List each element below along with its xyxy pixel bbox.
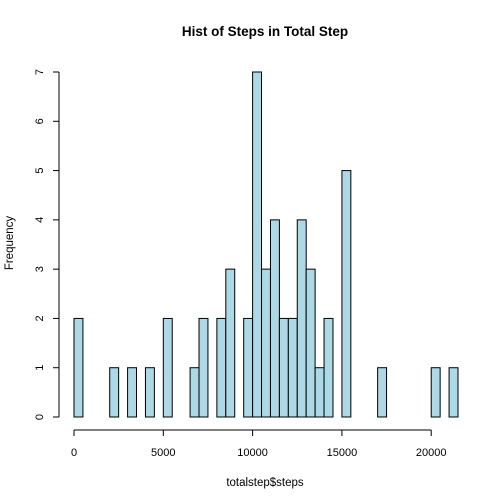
histogram-bar [296,219,307,418]
histogram-bar [323,317,334,418]
y-axis: 0 1 2 3 4 5 6 7 [34,69,60,420]
y-tick-label: 4 [34,217,46,223]
histogram-bar [341,170,352,418]
histogram-bar [109,367,120,418]
x-axis: 0 5000 10000 15000 20000 [71,429,447,459]
y-axis-label: Frequency [4,216,16,271]
y-tick-label: 2 [34,315,46,321]
x-tick-label: 15000 [327,447,358,459]
histogram-bar [225,268,236,418]
histogram-bar [314,367,325,418]
histogram-bar [261,268,271,418]
y-tick-label: 0 [34,414,46,420]
histogram-bar [430,367,441,418]
histogram-bar [243,317,254,418]
histogram-bar [287,317,298,418]
histogram-bar [448,367,459,418]
histogram-bar [278,317,289,418]
histogram-bar [198,317,209,418]
histogram-bar [73,317,84,418]
histogram-bars [73,71,459,418]
histogram-bar [377,367,388,418]
y-tick-label: 7 [34,69,46,75]
y-tick-label: 6 [34,118,46,124]
x-tick-label: 20000 [416,447,447,459]
y-tick-label: 3 [34,266,46,272]
histogram-bar [162,317,173,418]
histogram-bar [189,367,200,418]
histogram-bar [127,367,138,418]
histogram-bar [144,367,155,418]
x-axis-label: totalstep$steps [226,477,304,489]
histogram-bar [305,268,316,418]
x-tick-label: 10000 [237,447,268,459]
chart-title: Hist of Steps in Total Step [182,24,348,39]
x-tick-label: 0 [71,447,77,459]
x-tick-label: 5000 [151,447,175,459]
y-tick-label: 5 [34,168,46,174]
histogram-bar [216,317,227,418]
histogram-bar [269,219,280,418]
y-tick-label: 1 [34,365,46,371]
histogram-bar [252,71,263,418]
